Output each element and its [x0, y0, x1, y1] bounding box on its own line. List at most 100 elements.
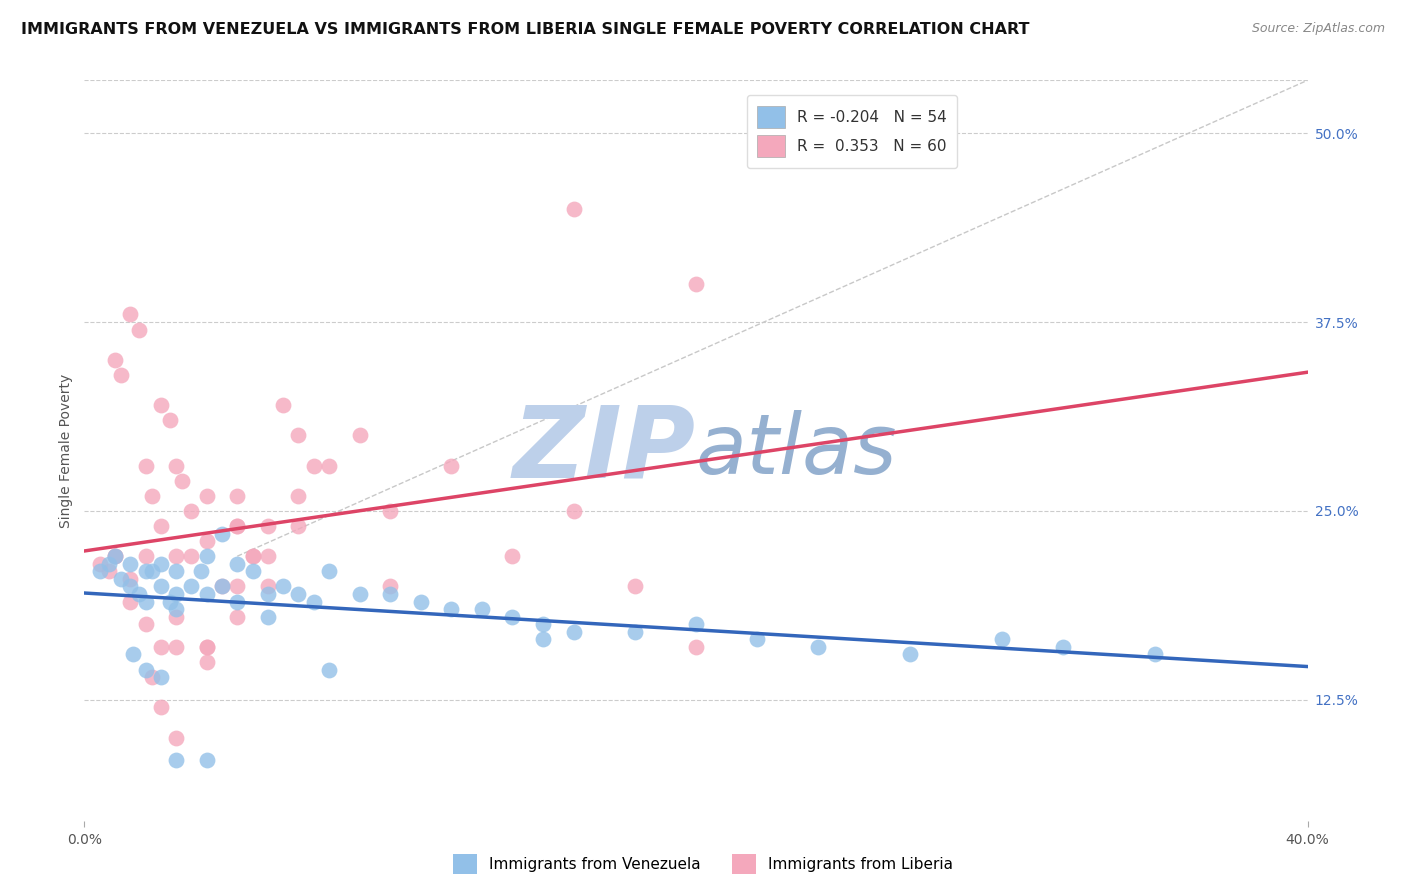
Point — [195, 534, 218, 549]
Point — [195, 640, 218, 654]
Point — [471, 602, 494, 616]
Point — [110, 368, 132, 382]
Point — [165, 640, 187, 654]
Point — [89, 565, 111, 579]
Point — [104, 549, 127, 564]
Point — [349, 428, 371, 442]
Point — [226, 489, 249, 503]
Point — [149, 640, 172, 654]
Point — [287, 587, 309, 601]
Point — [242, 549, 264, 564]
Point — [502, 609, 524, 624]
Point — [226, 557, 249, 571]
Point — [172, 474, 194, 488]
Point — [226, 594, 249, 608]
Point — [380, 504, 402, 518]
Point — [104, 549, 127, 564]
Text: IMMIGRANTS FROM VENEZUELA VS IMMIGRANTS FROM LIBERIA SINGLE FEMALE POVERTY CORRE: IMMIGRANTS FROM VENEZUELA VS IMMIGRANTS … — [21, 22, 1029, 37]
Point — [211, 579, 233, 593]
Point — [257, 519, 280, 533]
Point — [141, 489, 163, 503]
Point — [135, 663, 157, 677]
Point — [195, 549, 218, 564]
Point — [991, 632, 1014, 647]
Point — [562, 202, 585, 216]
Point — [135, 549, 157, 564]
Point — [104, 549, 127, 564]
Point — [128, 322, 150, 336]
Y-axis label: Single Female Poverty: Single Female Poverty — [59, 374, 73, 527]
Point — [141, 565, 163, 579]
Point — [180, 504, 202, 518]
Point — [149, 398, 172, 412]
Point — [165, 565, 187, 579]
Point — [562, 504, 585, 518]
Point — [257, 609, 280, 624]
Point — [349, 587, 371, 601]
Point — [141, 670, 163, 684]
Text: atlas: atlas — [696, 410, 897, 491]
Point — [165, 602, 187, 616]
Point — [149, 670, 172, 684]
Point — [502, 549, 524, 564]
Point — [104, 352, 127, 367]
Point — [257, 587, 280, 601]
Point — [135, 617, 157, 632]
Point — [97, 557, 120, 571]
Point — [440, 458, 463, 473]
Point — [287, 428, 309, 442]
Point — [120, 308, 142, 322]
Point — [226, 519, 249, 533]
Point — [165, 549, 187, 564]
Point — [226, 519, 249, 533]
Point — [531, 632, 554, 647]
Point — [747, 632, 769, 647]
Point — [624, 579, 647, 593]
Legend: R = -0.204   N = 54, R =  0.353   N = 60: R = -0.204 N = 54, R = 0.353 N = 60 — [747, 95, 957, 168]
Point — [226, 579, 249, 593]
Point — [149, 557, 172, 571]
Text: ZIP: ZIP — [513, 402, 696, 499]
Point — [242, 549, 264, 564]
Point — [807, 640, 830, 654]
Point — [120, 594, 142, 608]
Point — [120, 557, 142, 571]
Point — [180, 549, 202, 564]
Point — [149, 579, 172, 593]
Point — [287, 519, 309, 533]
Point — [302, 458, 325, 473]
Point — [165, 731, 187, 745]
Point — [122, 648, 145, 662]
Point — [135, 594, 157, 608]
Point — [165, 587, 187, 601]
Point — [318, 458, 340, 473]
Point — [110, 572, 132, 586]
Point — [135, 458, 157, 473]
Point — [165, 753, 187, 767]
Point — [211, 526, 233, 541]
Point — [271, 398, 294, 412]
Point — [302, 594, 325, 608]
Point — [180, 579, 202, 593]
Point — [89, 557, 111, 571]
Point — [149, 700, 172, 714]
Point — [159, 594, 181, 608]
Point — [440, 602, 463, 616]
Point — [257, 579, 280, 593]
Point — [318, 565, 340, 579]
Legend: Immigrants from Venezuela, Immigrants from Liberia: Immigrants from Venezuela, Immigrants fr… — [447, 848, 959, 880]
Point — [409, 594, 432, 608]
Point — [685, 640, 707, 654]
Point — [165, 458, 187, 473]
Point — [562, 624, 585, 639]
Point — [685, 617, 707, 632]
Point — [190, 565, 212, 579]
Point — [149, 519, 172, 533]
Point — [1052, 640, 1074, 654]
Point — [211, 579, 233, 593]
Point — [531, 617, 554, 632]
Point — [195, 753, 218, 767]
Point — [128, 587, 150, 601]
Point — [685, 277, 707, 292]
Point — [226, 609, 249, 624]
